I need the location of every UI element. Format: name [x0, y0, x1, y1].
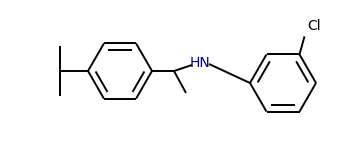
Text: HN: HN: [190, 56, 210, 70]
Text: Cl: Cl: [307, 19, 321, 33]
